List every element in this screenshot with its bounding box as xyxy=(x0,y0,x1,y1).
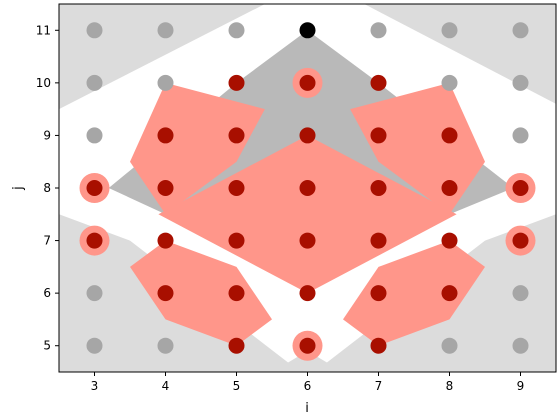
point-red xyxy=(86,232,103,249)
region-light xyxy=(272,351,343,372)
point-gray xyxy=(228,22,245,39)
point-red xyxy=(299,127,316,144)
point-red xyxy=(441,232,458,249)
point-red xyxy=(299,285,316,302)
y-tick-label: 7 xyxy=(43,234,51,248)
x-tick-label: 4 xyxy=(162,379,170,393)
point-red xyxy=(228,74,245,91)
point-red xyxy=(512,232,529,249)
y-tick-label: 9 xyxy=(43,128,51,142)
x-tick-label: 6 xyxy=(304,379,312,393)
region-light xyxy=(364,4,556,104)
point-gray xyxy=(86,22,103,39)
point-gray xyxy=(512,337,529,354)
point-red xyxy=(441,127,458,144)
x-tick-label: 5 xyxy=(233,379,241,393)
region-light xyxy=(59,4,265,110)
y-axis-label: j xyxy=(11,186,26,191)
point-red xyxy=(228,180,245,196)
point-gray xyxy=(157,22,174,39)
point-red xyxy=(228,127,245,144)
y-tick-label: 5 xyxy=(43,339,51,353)
point-red xyxy=(370,127,387,144)
x-tick-label: 8 xyxy=(446,379,454,393)
point-red xyxy=(157,285,174,302)
point-red xyxy=(299,180,316,196)
y-tick-label: 6 xyxy=(43,286,51,300)
point-gray xyxy=(441,337,458,354)
y-axis-ticks: 5 6 7 8 9 10 11 xyxy=(36,23,59,353)
point-gray xyxy=(512,127,529,144)
point-red xyxy=(370,74,387,91)
point-red xyxy=(441,285,458,302)
point-red xyxy=(299,232,316,249)
point-gray xyxy=(157,337,174,354)
point-red xyxy=(228,232,245,249)
point-red xyxy=(157,127,174,144)
region-red xyxy=(130,240,272,346)
y-tick-label: 11 xyxy=(36,23,51,37)
point-gray xyxy=(441,74,458,91)
point-red xyxy=(157,180,174,196)
point-black xyxy=(299,22,316,39)
point-gray xyxy=(512,285,529,302)
point-gray xyxy=(512,22,529,39)
point-red xyxy=(299,337,316,354)
point-red xyxy=(441,180,458,196)
point-gray xyxy=(86,337,103,354)
point-red xyxy=(228,285,245,302)
x-tick-label: 7 xyxy=(375,379,383,393)
point-gray xyxy=(157,74,174,91)
point-red xyxy=(370,180,387,196)
point-red xyxy=(512,180,529,196)
point-gray xyxy=(86,127,103,144)
point-gray xyxy=(512,74,529,91)
points-layer xyxy=(86,22,529,354)
point-red xyxy=(299,74,316,91)
x-axis-label: i xyxy=(305,401,309,415)
point-red xyxy=(228,337,245,354)
point-gray xyxy=(86,74,103,91)
y-tick-label: 8 xyxy=(43,181,51,195)
point-red xyxy=(370,232,387,249)
halos-layer xyxy=(79,67,536,361)
x-tick-label: 3 xyxy=(91,379,99,393)
point-gray xyxy=(86,285,103,302)
point-red xyxy=(370,337,387,354)
point-gray xyxy=(441,22,458,39)
point-gray xyxy=(370,22,387,39)
x-tick-label: 9 xyxy=(517,379,525,393)
point-red xyxy=(86,180,103,196)
region-red xyxy=(158,135,457,294)
region-red xyxy=(343,240,485,346)
point-red xyxy=(157,232,174,249)
x-axis-ticks: 3 4 5 6 7 8 9 xyxy=(91,372,525,393)
y-tick-label: 10 xyxy=(36,76,51,90)
point-red xyxy=(370,285,387,302)
regions-layer xyxy=(59,4,556,372)
